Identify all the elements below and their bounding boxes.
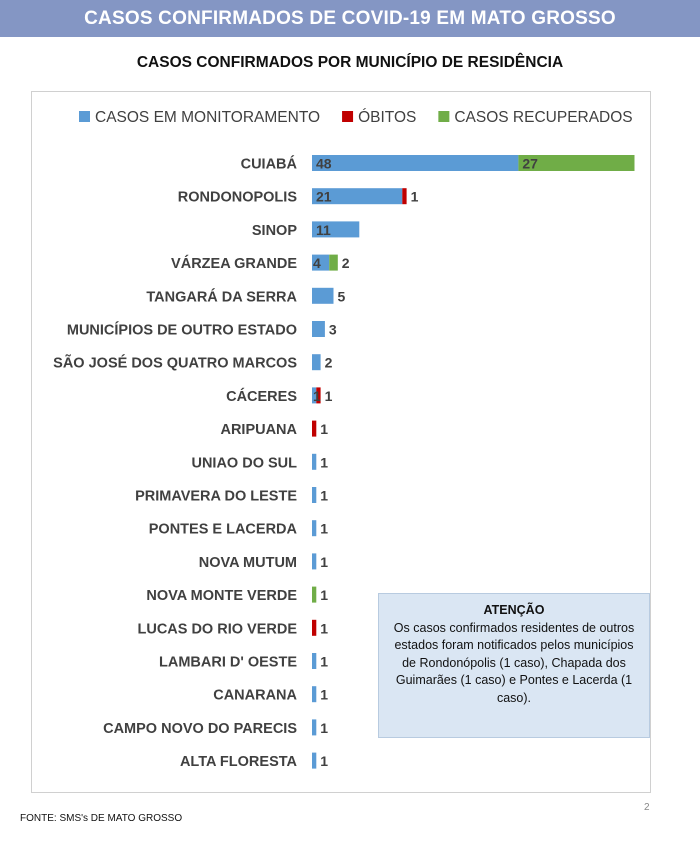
category-label: TANGARÁ DA SERRA xyxy=(146,288,297,305)
data-label: 2 xyxy=(342,255,350,271)
note-text: Os casos confirmados residentes de outro… xyxy=(393,620,635,705)
data-label: 27 xyxy=(522,156,538,172)
data-label: 4 xyxy=(313,255,321,271)
category-label: CAMPO NOVO DO PARECIS xyxy=(103,721,297,737)
data-label: 1 xyxy=(320,554,328,570)
legend-label-2: CASOS RECUPERADOS xyxy=(454,109,632,126)
data-label: 11 xyxy=(316,222,331,238)
bar-2 xyxy=(329,254,338,271)
page-number: 2 xyxy=(644,802,650,813)
bar-0 xyxy=(312,254,330,271)
legend-label-1: ÓBITOS xyxy=(358,109,416,126)
bar-0 xyxy=(312,686,317,703)
category-label: NOVA MUTUM xyxy=(199,555,297,571)
legend-swatch-1 xyxy=(342,111,354,122)
data-label: 5 xyxy=(338,288,346,304)
data-label: 1 xyxy=(320,753,328,769)
category-label: SÃO JOSÉ DOS QUATRO MARCOS xyxy=(53,354,297,372)
page-title: CASOS CONFIRMADOS DE COVID-19 EM MATO GR… xyxy=(84,7,616,29)
category-label: NOVA MONTE VERDE xyxy=(146,588,297,604)
category-label: LAMBARI D' OESTE xyxy=(159,655,297,671)
data-label: 48 xyxy=(316,156,332,172)
data-label: 1 xyxy=(320,687,328,703)
category-label: LUCAS DO RIO VERDE xyxy=(137,621,297,637)
category-label: PRIMAVERA DO LESTE xyxy=(135,489,297,505)
data-label: 1 xyxy=(411,189,419,205)
bar-0 xyxy=(312,487,317,503)
data-label: 3 xyxy=(329,322,337,338)
bar-0 xyxy=(312,752,317,769)
note-title: ATENÇÃO xyxy=(483,603,545,617)
bar-0 xyxy=(312,188,403,205)
data-label: 1 xyxy=(320,620,328,636)
category-label: CANARANA xyxy=(213,688,297,704)
category-label: VÁRZEA GRANDE xyxy=(171,255,297,272)
data-label: 1 xyxy=(320,488,328,504)
category-label: UNIAO DO SUL xyxy=(191,455,297,471)
header-banner: CASOS CONFIRMADOS DE COVID-19 EM MATO GR… xyxy=(0,0,700,37)
bar-0 xyxy=(312,321,325,337)
bar-0 xyxy=(312,520,317,537)
bar-0 xyxy=(312,155,519,171)
bar-1 xyxy=(316,387,321,404)
legend-label-0: CASOS EM MONITORAMENTO xyxy=(95,109,320,126)
data-label: 1 xyxy=(313,388,321,404)
data-label: 1 xyxy=(320,720,328,736)
bar-chart: CASOS EM MONITORAMENTO ÓBITOS CASOS RECUPE… xyxy=(53,109,635,770)
category-label: SINOP xyxy=(252,223,297,239)
data-label: 1 xyxy=(320,654,328,670)
category-label: PONTES E LACERDA xyxy=(149,522,298,538)
data-label: 1 xyxy=(320,454,328,470)
category-label: CÁCERES xyxy=(226,388,297,405)
bar-0 xyxy=(312,719,317,736)
data-label: 21 xyxy=(316,189,332,205)
data-label: 1 xyxy=(325,388,333,404)
bar-2 xyxy=(518,155,635,171)
source-note: FONTE: SMS's DE MATO GROSSO xyxy=(20,813,183,824)
bar-0 xyxy=(312,553,317,570)
bar-1 xyxy=(312,420,317,437)
data-label: 2 xyxy=(325,355,333,371)
bar-1 xyxy=(312,619,317,636)
chart-title: CASOS CONFIRMADOS POR MUNICÍPIO DE RESID… xyxy=(136,54,564,71)
bar-0 xyxy=(312,453,317,470)
category-label: ARIPUANA xyxy=(220,422,297,438)
attention-note: ATENÇÃO Os casos confirmados residentes … xyxy=(378,593,650,738)
data-label: 1 xyxy=(320,521,328,537)
bar-2 xyxy=(312,586,317,603)
category-label: MUNICÍPIOS DE OUTRO ESTADO xyxy=(67,322,297,339)
data-label: 1 xyxy=(320,421,328,437)
bar-0 xyxy=(312,387,317,404)
bar-0 xyxy=(312,221,360,238)
bar-0 xyxy=(312,653,317,669)
category-label: RONDONOPOLIS xyxy=(178,190,298,206)
bar-0 xyxy=(312,354,321,371)
legend-swatch-0 xyxy=(79,111,90,122)
category-label: CUIABÁ xyxy=(241,156,298,173)
bar-1 xyxy=(402,188,407,205)
chart-frame: CASOS EM MONITORAMENTO ÓBITOS CASOS RECUPE… xyxy=(31,91,651,793)
data-label: 1 xyxy=(320,587,328,603)
category-label: ALTA FLORESTA xyxy=(180,754,298,770)
legend-swatch-2 xyxy=(438,111,450,122)
bar-0 xyxy=(312,287,334,304)
